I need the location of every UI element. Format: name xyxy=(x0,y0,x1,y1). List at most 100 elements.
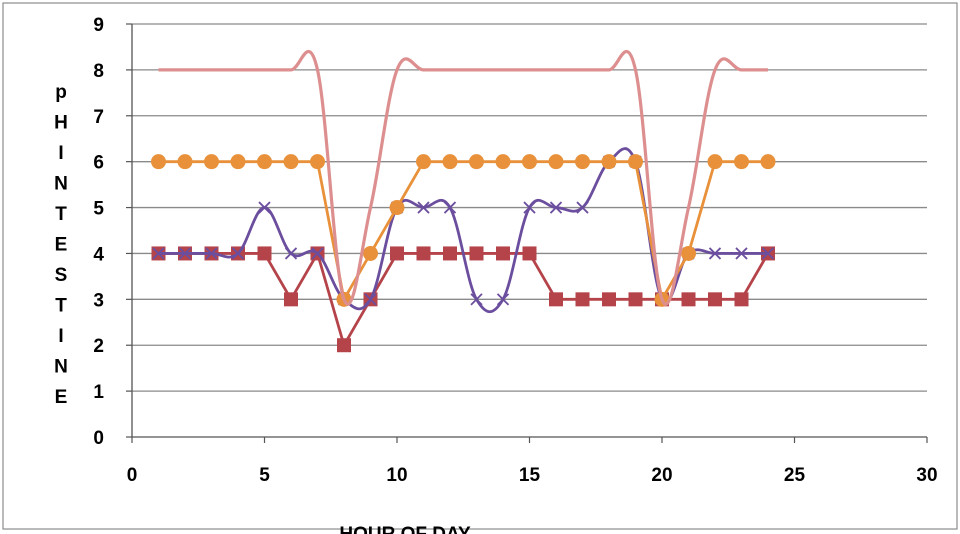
x-marker-stroke xyxy=(708,247,722,260)
series-3-point xyxy=(601,154,617,170)
series-3-point xyxy=(522,154,537,170)
series-1-point xyxy=(734,292,749,307)
series-3-point xyxy=(257,154,272,170)
y-tick-label: 3 xyxy=(93,290,104,311)
series-3-point xyxy=(575,154,590,170)
y-tick-label: 9 xyxy=(93,15,104,36)
series-1-point xyxy=(628,292,643,307)
x-marker-stroke xyxy=(735,247,748,260)
series-2-point xyxy=(708,247,722,260)
series-2-point xyxy=(364,293,377,306)
series-1-point xyxy=(337,338,351,353)
y-tick-label: 0 xyxy=(93,428,104,449)
x-marker-stroke xyxy=(496,293,510,306)
x-tick-label: 30 xyxy=(916,465,937,486)
series-3-point xyxy=(734,154,749,170)
series-2-point xyxy=(284,247,298,260)
y-axis-label-letter: H xyxy=(54,113,68,134)
x-marker-stroke xyxy=(364,293,377,306)
series-2-point xyxy=(152,247,165,260)
y-tick-label: 8 xyxy=(93,61,104,82)
series-3-point xyxy=(151,154,166,170)
series-1-point xyxy=(708,292,722,307)
series-2-point xyxy=(576,201,589,214)
series-3-point xyxy=(389,200,405,216)
y-axis-label-letter: N xyxy=(54,174,68,195)
series-3-point xyxy=(283,154,299,170)
series-2-point xyxy=(470,293,483,306)
x-marker-stroke xyxy=(417,201,430,214)
series-2-point xyxy=(496,293,510,306)
x-marker-stroke xyxy=(470,293,483,306)
x-marker-stroke xyxy=(576,201,589,214)
series-3-point xyxy=(204,154,219,170)
series-3-point xyxy=(548,154,564,170)
series-2-point xyxy=(311,247,324,260)
x-tick-label: 25 xyxy=(784,465,806,486)
series-3-point xyxy=(177,154,193,170)
x-marker-stroke xyxy=(549,201,563,214)
series-1-point xyxy=(390,246,404,261)
y-tick-label: 1 xyxy=(93,382,104,403)
x-tick-label: 15 xyxy=(519,465,541,486)
x-tick-label: 20 xyxy=(651,465,672,486)
y-axis-label-letter: N xyxy=(54,357,68,378)
y-tick-label: 5 xyxy=(93,199,104,220)
y-axis-label-letter: I xyxy=(58,326,63,347)
y-tick-label: 6 xyxy=(93,153,104,174)
series-1-point xyxy=(575,292,590,307)
x-tick-label: 10 xyxy=(386,465,407,486)
axis-labels: 0123456789051015202530pHINTESTINEHOUR OF… xyxy=(54,15,937,534)
y-axis-label-letter: T xyxy=(55,296,67,317)
y-tick-label: 2 xyxy=(93,336,104,357)
series-4-line xyxy=(158,50,768,306)
x-marker-stroke xyxy=(178,247,192,260)
series-3-point xyxy=(230,154,246,170)
x-marker-stroke xyxy=(443,201,457,214)
series-1-point xyxy=(469,246,484,261)
series-2-point xyxy=(258,201,271,214)
series-3-point xyxy=(628,154,643,170)
x-marker-stroke xyxy=(761,247,775,260)
series-1-point xyxy=(284,292,298,307)
x-marker-stroke xyxy=(231,247,245,260)
series-1-point xyxy=(522,246,537,261)
series-3-point xyxy=(469,154,484,170)
x-marker-stroke xyxy=(205,247,218,260)
x-marker-stroke xyxy=(258,201,271,214)
series-3-point xyxy=(310,154,325,170)
y-axis-label-letter: E xyxy=(55,235,68,256)
series-3-point xyxy=(707,154,723,170)
x-marker-stroke xyxy=(152,247,165,260)
series-2-point xyxy=(231,247,245,260)
series-3-point xyxy=(363,245,378,261)
axes xyxy=(126,23,928,443)
series-1-point xyxy=(443,246,457,261)
series-1-point xyxy=(496,246,510,261)
series-layer xyxy=(151,50,776,353)
x-marker-stroke xyxy=(311,247,324,260)
series-3-point xyxy=(760,154,776,170)
series-3-point xyxy=(416,154,431,170)
series-2-point xyxy=(205,247,218,260)
x-marker-stroke xyxy=(523,201,536,214)
series-2-point xyxy=(443,201,457,214)
series-2-point xyxy=(735,247,748,260)
y-tick-label: 7 xyxy=(93,107,104,128)
series-2-point xyxy=(523,201,536,214)
series-1-point xyxy=(681,292,696,307)
series-4 xyxy=(158,50,768,306)
series-1-point xyxy=(602,292,616,307)
series-3 xyxy=(151,154,776,307)
series-3-point xyxy=(442,154,458,170)
x-axis-label: HOUR OF DAY xyxy=(339,524,471,534)
series-1-point xyxy=(549,292,563,307)
series-2-point xyxy=(417,201,430,214)
x-tick-label: 5 xyxy=(259,465,270,486)
series-2-point xyxy=(178,247,192,260)
y-axis-label-letter: E xyxy=(55,387,68,408)
x-tick-label: 0 xyxy=(127,465,138,486)
